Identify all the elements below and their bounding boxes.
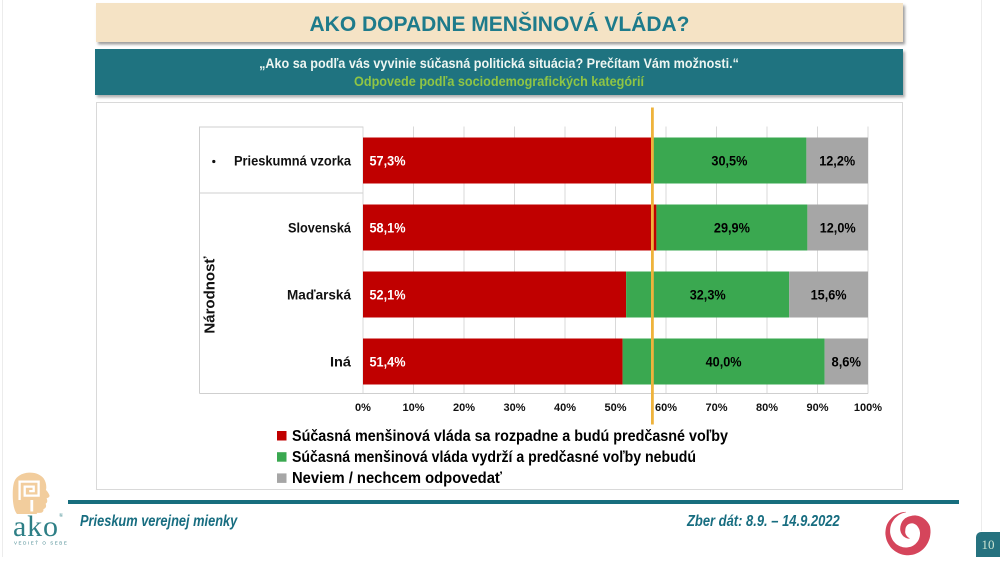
svg-text:8,6%: 8,6% [832,353,862,369]
svg-text:60%: 60% [655,402,677,414]
svg-text:Slovenská: Slovenská [288,220,351,235]
svg-text:15,6%: 15,6% [811,286,847,302]
svg-text:70%: 70% [705,402,727,414]
svg-text:10%: 10% [402,402,424,414]
svg-text:®: ® [59,512,63,519]
svg-text:52,1%: 52,1% [370,286,406,302]
svg-text:40%: 40% [554,402,576,414]
svg-text:VEDIEŤ O SEBE: VEDIEŤ O SEBE [14,539,68,546]
svg-text:57,3%: 57,3% [370,152,406,168]
svg-text:29,9%: 29,9% [714,219,750,235]
svg-text:50%: 50% [604,402,626,414]
svg-text:12,2%: 12,2% [819,152,855,168]
svg-text:20%: 20% [453,402,475,414]
svg-text:100%: 100% [854,402,882,414]
svg-text:80%: 80% [756,402,778,414]
svg-text:51,4%: 51,4% [370,353,406,369]
svg-text:30%: 30% [503,402,525,414]
svg-text:ako: ako [13,510,58,543]
svg-text:0%: 0% [355,402,371,414]
svg-text:40,0%: 40,0% [706,353,742,369]
svg-text:12,0%: 12,0% [820,219,856,235]
svg-text:30,5%: 30,5% [711,152,747,168]
svg-text:Iná: Iná [330,354,352,369]
svg-text:Maďarská: Maďarská [287,287,351,302]
svg-text:Neviem / nechcem odpovedať: Neviem / nechcem odpovedať [292,470,502,487]
svg-text:Súčasná menšinová vláda vydrží: Súčasná menšinová vláda vydrží a predčas… [292,449,696,466]
svg-text:Súčasná menšinová vláda sa roz: Súčasná menšinová vláda sa rozpadne a bu… [292,427,728,444]
svg-text:58,1%: 58,1% [370,219,406,235]
svg-text:90%: 90% [806,402,828,414]
svg-text:32,3%: 32,3% [690,286,726,302]
svg-text:Národnosť: Národnosť [202,255,219,333]
svg-text:Prieskumná vzorka: Prieskumná vzorka [234,153,351,168]
